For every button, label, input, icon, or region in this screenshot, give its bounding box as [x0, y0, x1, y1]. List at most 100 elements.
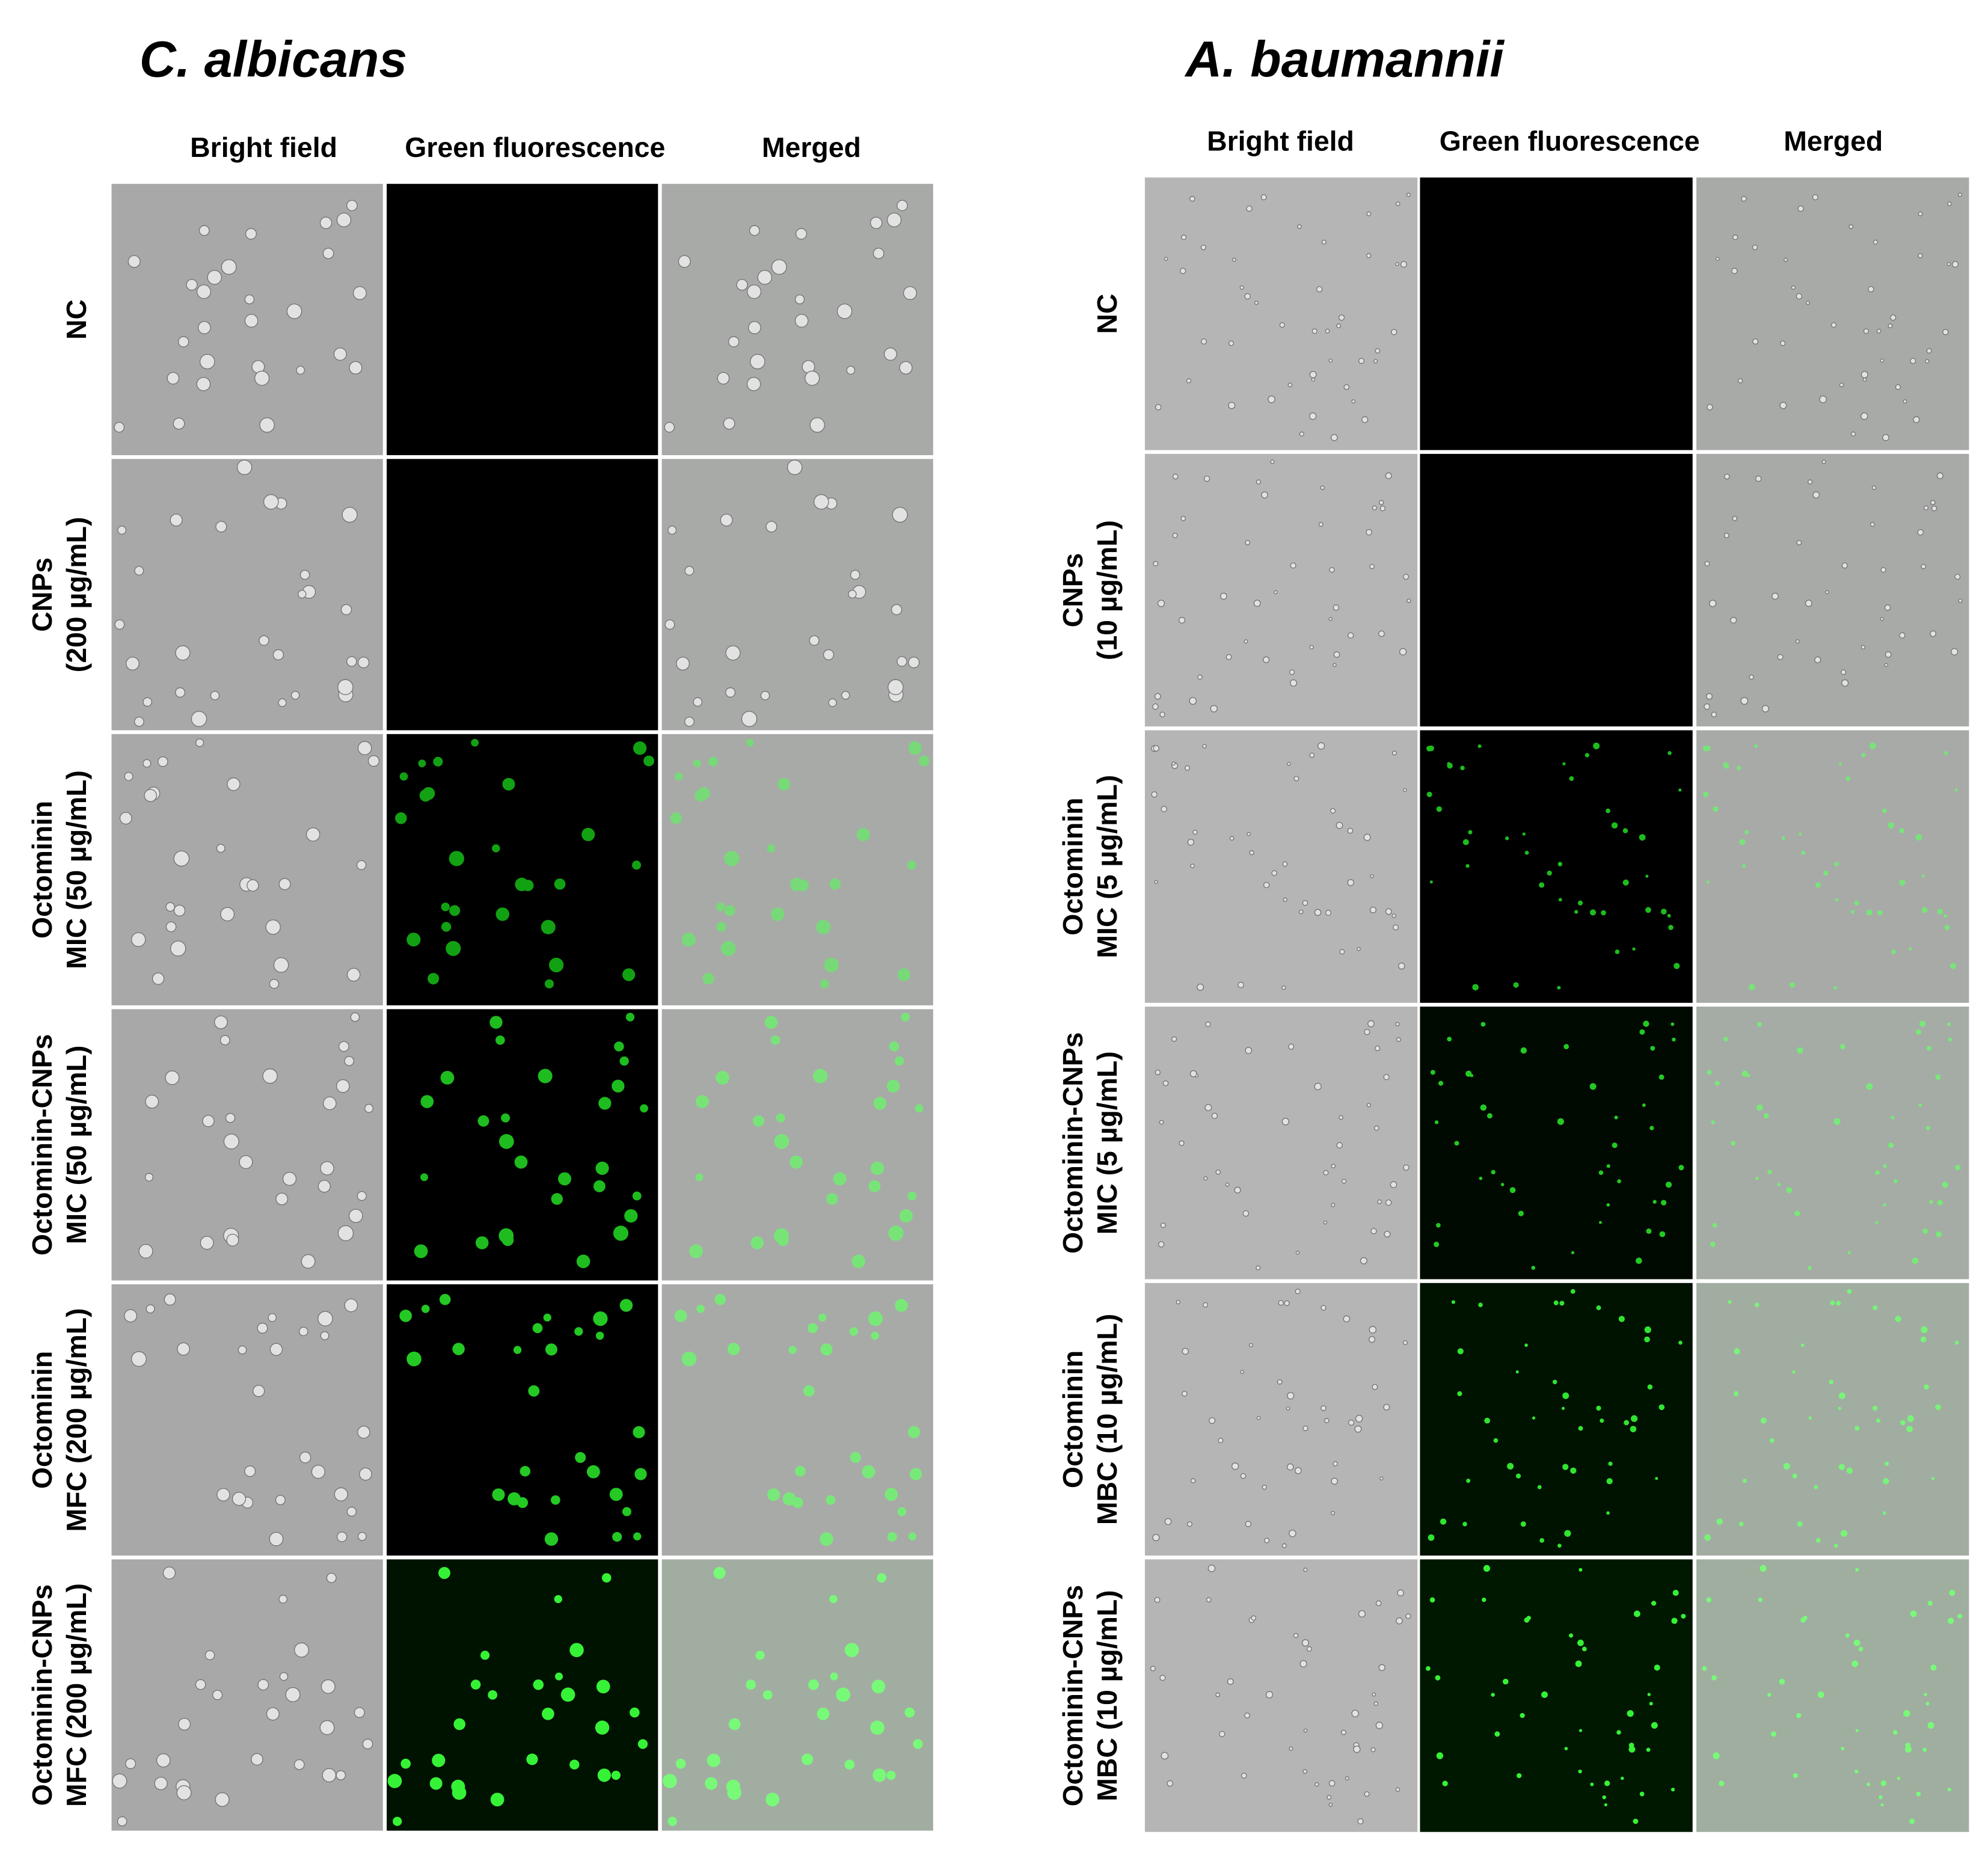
cell [1930, 630, 1936, 637]
cell [1954, 788, 1958, 792]
cell [748, 321, 761, 334]
cell [1602, 1795, 1606, 1800]
cell [1232, 257, 1236, 262]
cell [1256, 1265, 1261, 1271]
cell [1557, 862, 1563, 866]
cell [336, 1531, 348, 1542]
cell [1279, 322, 1285, 328]
cell [1926, 1046, 1931, 1051]
cell [681, 1351, 697, 1367]
cell [1944, 914, 1948, 918]
cell [1286, 1463, 1294, 1471]
cell [1706, 1597, 1711, 1603]
cell [795, 1466, 806, 1477]
cell [1793, 1773, 1799, 1779]
cell [1742, 1479, 1747, 1483]
cell [795, 228, 808, 240]
cell [1891, 1115, 1895, 1120]
cell [1608, 1461, 1613, 1466]
cell [794, 314, 809, 328]
micrograph [1144, 1007, 1418, 1280]
micrograph [387, 1284, 658, 1556]
cell [1153, 560, 1159, 566]
cell [1649, 1702, 1653, 1706]
cell [702, 973, 714, 985]
cell [725, 687, 736, 698]
cell [399, 772, 408, 781]
cell [886, 1770, 896, 1780]
cell [1651, 1722, 1658, 1729]
cell [1851, 1660, 1859, 1667]
cell [1299, 431, 1304, 437]
cell [244, 294, 255, 305]
cell [1547, 870, 1552, 876]
cell [1882, 808, 1887, 814]
cell [127, 255, 141, 268]
cell [1507, 1462, 1514, 1470]
cell [1366, 529, 1372, 536]
cell [356, 860, 367, 870]
cell [1723, 533, 1729, 539]
cell [1372, 1384, 1378, 1390]
cell [543, 1313, 551, 1322]
cell [684, 716, 695, 727]
cell [1915, 834, 1922, 841]
cell [1505, 836, 1509, 841]
cell [1477, 744, 1482, 749]
cell [1343, 1315, 1351, 1323]
cell [1466, 1479, 1471, 1483]
row-label: MFC (200 µg/mL) [61, 1308, 92, 1531]
cell [406, 1351, 422, 1367]
cell [887, 1531, 897, 1542]
cell [1880, 567, 1886, 573]
cell [746, 1679, 756, 1690]
cell [1786, 1187, 1793, 1194]
cell [696, 1304, 705, 1313]
cell [1799, 832, 1802, 836]
micrograph [1420, 1283, 1693, 1556]
cell [1287, 382, 1293, 387]
cell [1219, 1731, 1226, 1738]
cell [1260, 194, 1267, 201]
cell [1289, 1529, 1296, 1537]
cell [720, 940, 736, 956]
cell [1836, 1301, 1841, 1306]
cell [1358, 358, 1365, 364]
cell [848, 589, 857, 599]
cell [134, 566, 144, 576]
cell [826, 1495, 836, 1505]
cell [904, 1707, 915, 1718]
cell [1618, 1316, 1625, 1322]
cell [716, 1071, 729, 1085]
cell [736, 278, 748, 291]
cell [749, 225, 760, 236]
cell [1622, 828, 1628, 833]
cell [1920, 1336, 1927, 1343]
cell [1167, 1780, 1173, 1787]
row-label: Octominin-CNPs [1057, 1585, 1088, 1806]
cell [177, 336, 189, 348]
cell [1944, 751, 1948, 755]
cell [1850, 431, 1856, 437]
cell [1462, 839, 1469, 845]
cell [220, 907, 235, 922]
micrograph [1144, 1559, 1418, 1832]
cell [1883, 1164, 1887, 1168]
cell [870, 1161, 885, 1176]
cell [1375, 1600, 1382, 1607]
cell [764, 1016, 778, 1029]
cell [1611, 822, 1618, 829]
cell [152, 972, 165, 985]
cell [1655, 1477, 1658, 1480]
cell [117, 1816, 127, 1827]
micrograph [1144, 730, 1418, 1003]
cell [477, 1115, 489, 1127]
cell [1295, 1251, 1300, 1255]
cell [1730, 616, 1737, 624]
cell [1862, 378, 1867, 382]
cell [1737, 378, 1743, 384]
cell [1950, 963, 1957, 969]
cell [1398, 962, 1405, 970]
cell [1225, 1182, 1230, 1187]
cell [198, 225, 210, 236]
